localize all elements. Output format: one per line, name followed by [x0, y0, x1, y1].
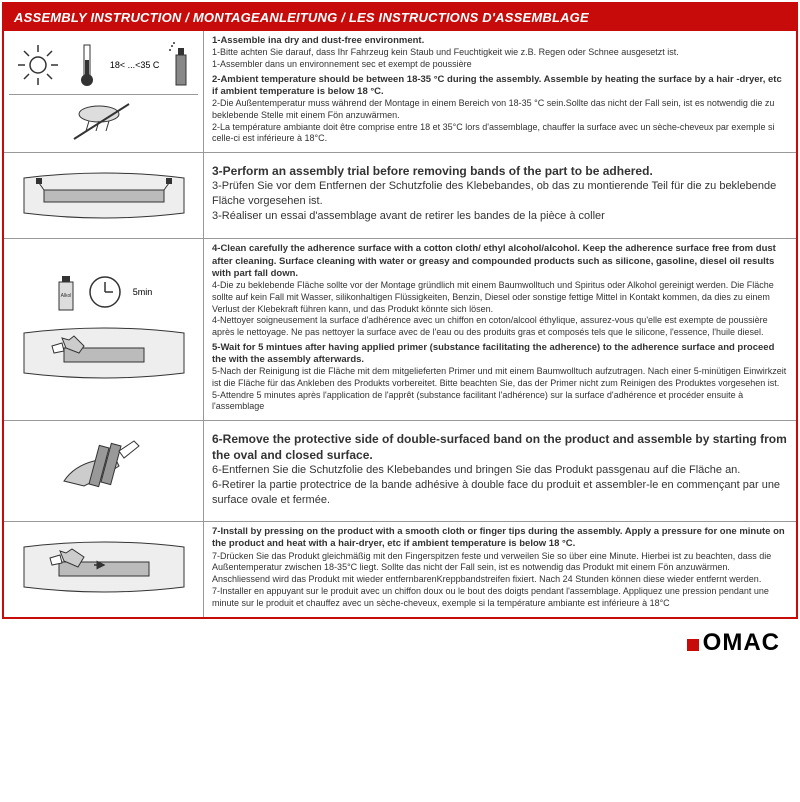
step-row-2: 3-Perform an assembly trial before remov… — [4, 153, 796, 239]
temp-icons: 18< ...<35 C — [4, 31, 204, 152]
step-7-text: 7-Install by pressing on the product wit… — [204, 522, 796, 617]
instruction-sheet: ASSEMBLY INSTRUCTION / MONTAGEANLEITUNG … — [2, 2, 798, 619]
svg-text:Alkol: Alkol — [60, 293, 71, 299]
spray-icon — [168, 40, 194, 90]
step-6-text: 6-Remove the protective side of double-s… — [204, 421, 796, 521]
bumper-strip-icon — [4, 153, 204, 238]
step-1-2-text: 1-Assemble ina dry and dust-free environ… — [204, 31, 796, 152]
thermometer-icon — [72, 40, 102, 90]
peel-tape-icon — [4, 421, 204, 521]
footer: OMAC — [0, 621, 800, 663]
press-install-icon — [4, 522, 204, 617]
sun-icon — [13, 40, 63, 90]
logo-dot-icon — [687, 639, 699, 651]
no-rain-icon — [64, 99, 144, 144]
step-row-4: 6-Remove the protective side of double-s… — [4, 421, 796, 522]
step-row-3: Alkol 5min 4-Clean carefully the adheren… — [4, 239, 796, 421]
logo-text: OMAC — [703, 629, 780, 657]
cleaning-icon: Alkol 5min — [4, 239, 204, 420]
step-row-1: 18< ...<35 C 1-Assemble ina dry and dust… — [4, 31, 796, 153]
clock-icon — [85, 272, 125, 312]
step-3-text: 3-Perform an assembly trial before remov… — [204, 153, 796, 238]
alcohol-bottle-icon: Alkol — [55, 272, 77, 312]
header-title: ASSEMBLY INSTRUCTION / MONTAGEANLEITUNG … — [4, 4, 796, 31]
step-row-5: 7-Install by pressing on the product wit… — [4, 522, 796, 617]
temp-range-label: 18< ...<35 C — [110, 60, 160, 70]
timer-label: 5min — [133, 287, 153, 297]
step-4-5-text: 4-Clean carefully the adherence surface … — [204, 239, 796, 420]
brand-logo: OMAC — [687, 629, 780, 657]
